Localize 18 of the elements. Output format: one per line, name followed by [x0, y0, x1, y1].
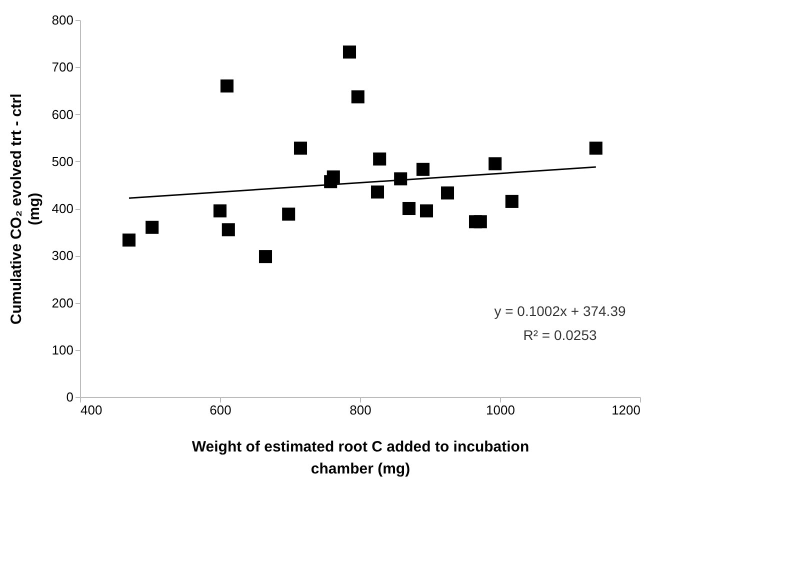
x-tick-label: 1200: [612, 402, 640, 418]
y-tick-label: 600: [52, 106, 74, 122]
x-tick-label: 1000: [486, 402, 515, 418]
y-tick-label: 100: [52, 342, 74, 358]
annotation: y = 0.1002x + 374.39: [494, 303, 626, 319]
y-tick-label: 800: [52, 12, 74, 28]
y-tick-label: 200: [52, 295, 74, 310]
x-tick-label: 400: [80, 402, 102, 418]
y-tick-label: 400: [52, 201, 74, 216]
y-tick-label: 0: [66, 390, 74, 404]
y-tick-label: 300: [52, 248, 74, 264]
y-tick-label: 500: [52, 154, 74, 169]
y-axis-title: Cumulative CO₂ evolved trt - ctrl (mg): [8, 94, 43, 324]
y-tick-label: 700: [52, 60, 74, 75]
x-tick-label: 600: [210, 402, 232, 418]
x-tick-label: 800: [350, 402, 372, 418]
annotation: R² = 0.0253: [523, 327, 597, 343]
x-axis-title: Weight of estimated root C added to incubation chamber (mg): [192, 438, 530, 478]
